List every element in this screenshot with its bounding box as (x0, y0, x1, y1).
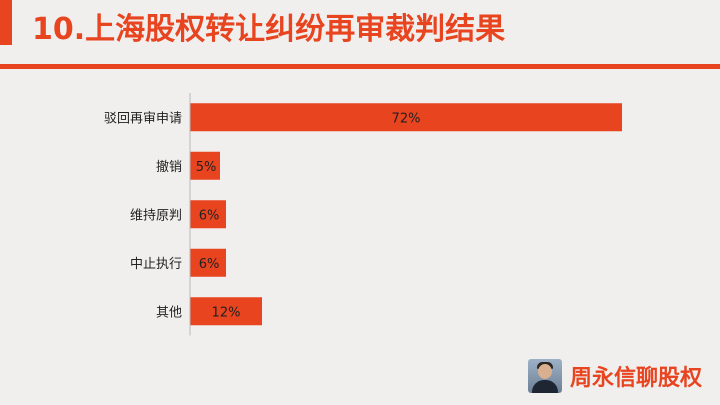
avatar (527, 359, 562, 393)
brand-name: 周永信聊股权 (569, 366, 702, 391)
category-label: 驳回再审申请 (104, 111, 182, 126)
bar-chart: 驳回再审申请 72% 撤销 5% 维持原判 6% 中止执行 6% 其他 12% (104, 93, 622, 336)
bar-1 (190, 151, 220, 180)
bar-0 (190, 103, 622, 132)
data-label: 72% (392, 111, 421, 126)
data-label: 12% (212, 305, 241, 320)
category-label: 撤销 (156, 159, 182, 175)
bar-3 (190, 248, 226, 277)
page-title: 10.上海股权转让纠纷再审裁判结果 (32, 12, 506, 47)
category-label: 中止执行 (130, 257, 182, 272)
bar-4 (190, 297, 262, 326)
title-accent-bar (0, 0, 12, 45)
brand-signature: 周永信聊股权 (527, 357, 702, 395)
bar-2 (190, 200, 226, 229)
category-label: 其他 (156, 305, 182, 320)
data-label: 6% (199, 208, 220, 223)
category-label: 维持原判 (130, 208, 182, 223)
data-label: 6% (199, 257, 220, 272)
data-label: 5% (196, 160, 217, 175)
title-underline (0, 64, 720, 69)
